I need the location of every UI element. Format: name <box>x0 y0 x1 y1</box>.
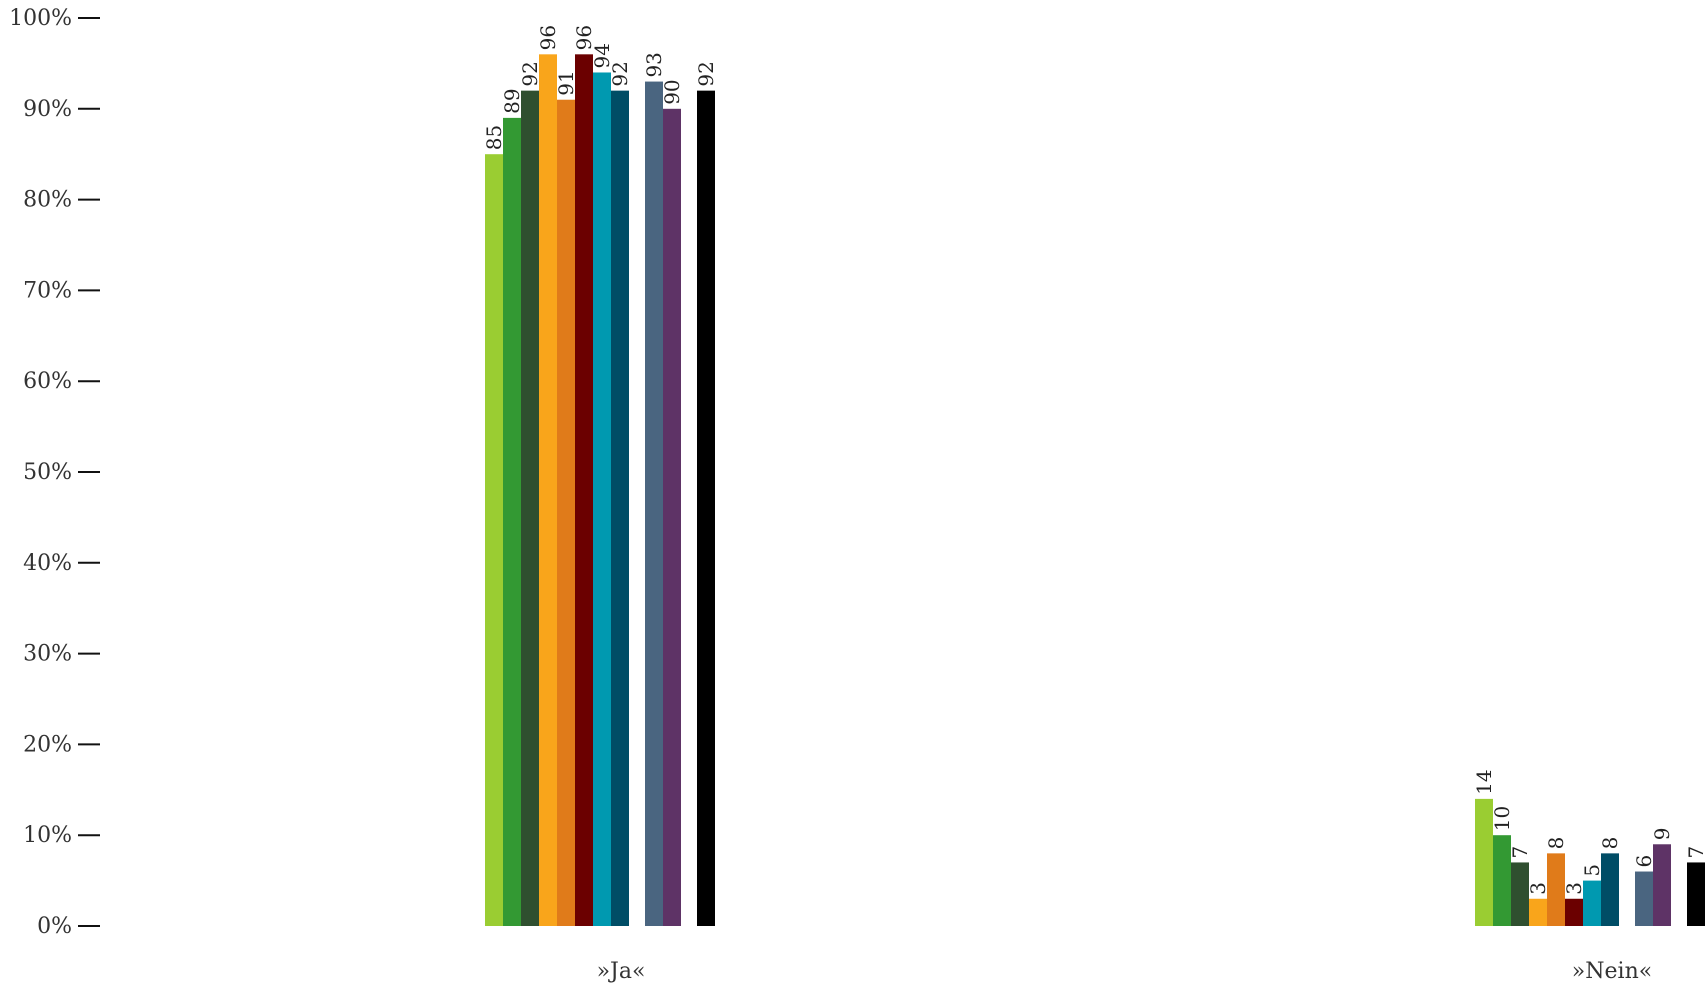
value-label: 94 <box>590 43 614 68</box>
value-label: 8 <box>1544 837 1568 850</box>
bar <box>1687 862 1705 926</box>
y-axis: 0% 10% 20% 30% 40% 50% 60% 70% 80% 90% 100% <box>9 6 100 939</box>
category-label: »Nein« <box>1572 959 1652 984</box>
value-label: 96 <box>572 25 596 50</box>
bar <box>1653 844 1671 926</box>
bar <box>593 72 611 927</box>
y-tick-label: 60% <box>23 369 72 394</box>
bar <box>697 90 715 926</box>
bar <box>1583 880 1601 926</box>
bar <box>1529 898 1547 926</box>
bar <box>539 54 557 926</box>
bar <box>1601 853 1619 926</box>
bar <box>645 81 663 926</box>
bar <box>557 99 575 927</box>
bar <box>611 90 629 926</box>
value-label: 91 <box>554 70 578 95</box>
y-tick-label: 90% <box>23 97 72 122</box>
y-tick-label: 30% <box>23 642 72 667</box>
y-tick-label: 70% <box>23 278 72 303</box>
value-label: 3 <box>1562 882 1586 895</box>
bar <box>1511 862 1529 926</box>
x-axis: »Ja« »Nein« <box>597 959 1653 984</box>
value-label: 8 <box>1598 837 1622 850</box>
value-label: 92 <box>608 61 632 86</box>
value-label: 14 <box>1472 769 1496 794</box>
value-label: 6 <box>1632 855 1656 868</box>
value-label: 7 <box>1508 846 1532 859</box>
value-label: 92 <box>694 61 718 86</box>
value-label: 10 <box>1490 806 1514 831</box>
bar <box>663 108 681 927</box>
bar <box>1635 871 1653 926</box>
value-label: 93 <box>642 52 666 77</box>
bar <box>1493 835 1511 926</box>
value-label: 7 <box>1684 846 1707 859</box>
bar <box>1547 853 1565 926</box>
value-label: 92 <box>518 61 542 86</box>
bar <box>575 54 593 926</box>
bar <box>1475 798 1493 926</box>
y-tick-label: 80% <box>23 188 72 213</box>
value-label: 5 <box>1580 864 1604 877</box>
y-tick-label: 0% <box>37 914 72 939</box>
value-label: 96 <box>536 25 560 50</box>
y-tick-label: 50% <box>23 460 72 485</box>
value-label: 85 <box>482 125 506 150</box>
bar <box>485 154 503 926</box>
y-tick-label: 40% <box>23 551 72 576</box>
value-label: 89 <box>500 88 524 113</box>
value-label: 90 <box>660 79 684 104</box>
bar <box>1565 898 1583 926</box>
value-label: 9 <box>1650 828 1674 841</box>
category-label: »Ja« <box>597 959 646 984</box>
bars <box>485 54 1705 927</box>
bar <box>503 117 521 926</box>
value-label: 3 <box>1526 882 1550 895</box>
y-tick-label: 10% <box>23 823 72 848</box>
y-tick-label: 100% <box>9 6 72 31</box>
y-tick-label: 20% <box>23 732 72 757</box>
bar <box>521 90 539 926</box>
